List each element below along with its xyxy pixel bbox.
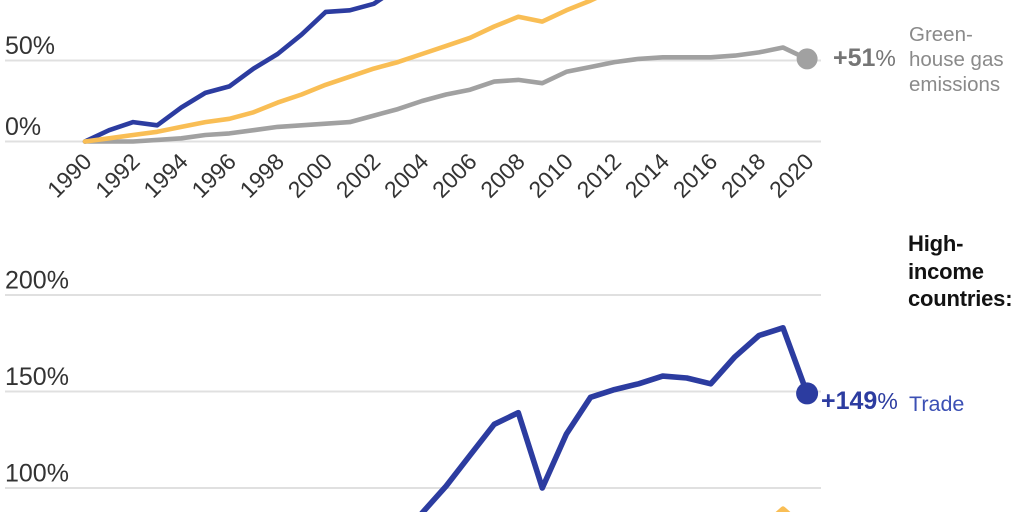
ghg-series-label: Green- house gas emissions [909,22,1004,97]
ghg-end-value-percent-sign: % [875,45,896,71]
trade-end-value: +149% [821,388,898,414]
x-tick-label-2010: 2010 [523,148,578,203]
x-tick-label-2018: 2018 [716,148,771,203]
top-y-tick-label-0%: 0% [5,113,41,141]
top-line-series-yellow [82,0,598,144]
x-tick-label-1998: 1998 [235,148,290,203]
top-line-greenhouse-gas-emissions [82,45,810,144]
x-tick-label-2016: 2016 [668,148,723,203]
top-line-series-blue [82,0,384,144]
x-tick-label-1994: 1994 [138,148,193,203]
bottom-y-tick-label-100%: 100% [5,460,69,488]
ghg-series-label-line1: Green- [909,23,973,46]
bottom-y-tick-label-200%: 200% [5,267,69,295]
trade-end-value-number: +149 [821,387,878,415]
top-y-tick-label-50%: 50% [5,32,55,60]
bottom-chart-heading-line2: income [908,258,984,284]
ghg-series-label-line3: emissions [909,73,1001,96]
x-tick-label-1992: 1992 [90,148,145,203]
bottom-end-dot-trade [796,382,819,405]
bottom-line-series-yellow [775,506,791,512]
x-tick-label-1990: 1990 [42,148,97,203]
trade-end-value-percent-sign: % [877,388,898,414]
trade-series-label: Trade [909,392,965,416]
bottom-chart-heading-line3: countries: [908,286,1013,311]
bottom-chart-heading-line1: High- [908,231,964,256]
x-tick-label-2004: 2004 [379,148,434,203]
x-tick-label-2012: 2012 [572,148,627,203]
x-tick-label-2020: 2020 [764,148,819,203]
x-tick-label-2008: 2008 [475,148,530,203]
x-tick-label-2014: 2014 [620,148,675,203]
x-tick-label-2000: 2000 [283,148,338,203]
bottom-y-tick-label-150%: 150% [5,363,69,391]
x-tick-label-2006: 2006 [427,148,482,203]
ghg-end-value: +51% [833,45,896,71]
top-end-dot-greenhouse-gas-emissions [796,48,818,70]
x-tick-label-1996: 1996 [186,148,241,203]
bottom-line-trade [419,324,810,512]
bottom-chart-heading: High- income countries: [908,230,1013,313]
ghg-end-value-number: +51 [833,44,876,72]
ghg-series-label-line2: house gas [909,48,1004,71]
x-tick-label-2002: 2002 [331,148,386,203]
